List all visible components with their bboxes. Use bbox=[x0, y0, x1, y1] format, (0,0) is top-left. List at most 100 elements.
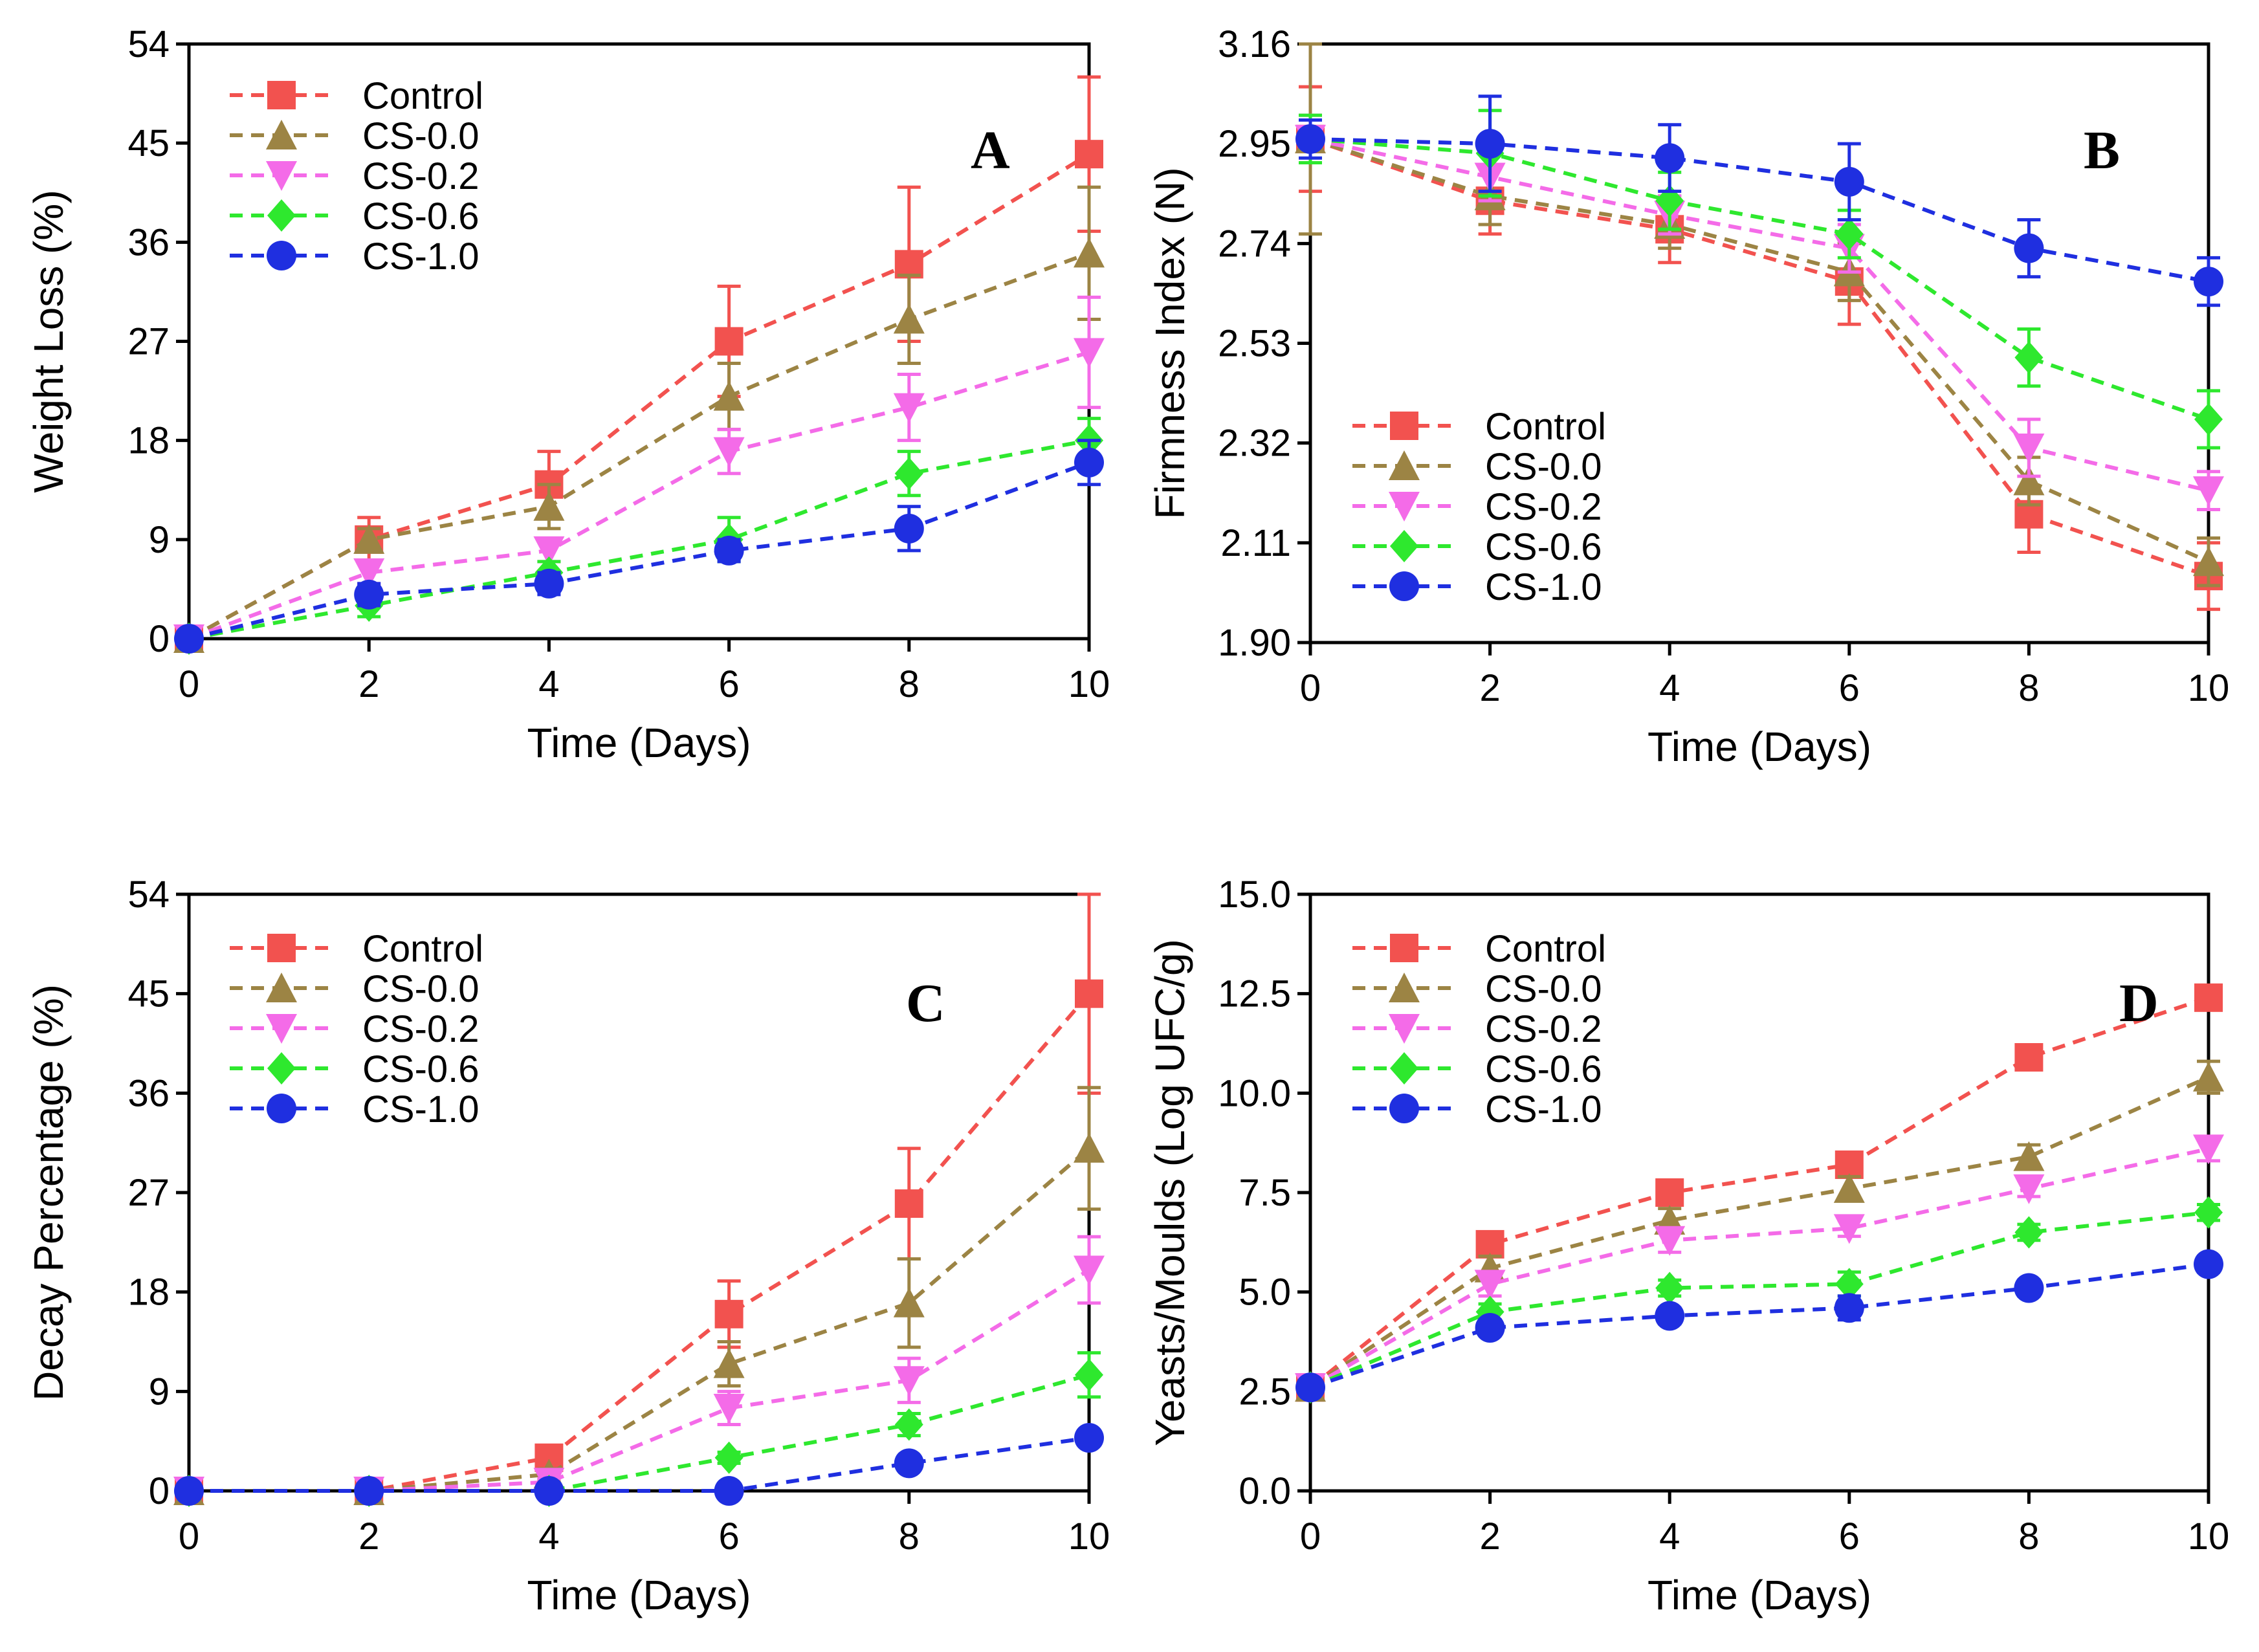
series-line-cs-1-0 bbox=[189, 1436, 1090, 1493]
legend-label: CS-0.2 bbox=[362, 155, 479, 197]
x-tick-label: 0 bbox=[1300, 1515, 1321, 1558]
legend-entry-cs-0-6: CS-0.6 bbox=[230, 195, 479, 237]
data-point-cs-0-0 bbox=[2013, 465, 2045, 496]
legend-label: CS-0.0 bbox=[362, 115, 479, 157]
data-point-control bbox=[1075, 979, 1103, 1008]
legend-marker bbox=[266, 973, 297, 1002]
x-tick-label: 0 bbox=[179, 1515, 199, 1558]
y-tick-label: 0 bbox=[149, 618, 170, 660]
data-point-cs-0-0 bbox=[1074, 237, 1105, 268]
legend-marker bbox=[1389, 1014, 1420, 1044]
legend-entry-control: Control bbox=[1352, 928, 1606, 970]
data-point-cs-1-0 bbox=[2194, 267, 2223, 297]
data-point-cs-1-0 bbox=[1834, 166, 1864, 197]
data-point-cs-1-0 bbox=[894, 1448, 924, 1479]
legend-label: CS-0.2 bbox=[362, 1008, 479, 1050]
legend-entry-control: Control bbox=[1352, 406, 1606, 448]
data-point-cs-0-6 bbox=[1075, 1358, 1103, 1391]
x-tick-label: 8 bbox=[2018, 1515, 2039, 1558]
legend-marker bbox=[266, 120, 297, 149]
panel-letter: A bbox=[971, 120, 1010, 181]
series-cs-0-2 bbox=[173, 1235, 1105, 1506]
data-point-cs-0-0 bbox=[533, 490, 565, 521]
data-point-cs-1-0 bbox=[1295, 1372, 1325, 1403]
x-tick-label: 6 bbox=[1839, 667, 1860, 709]
legend-entry-cs-1-0: CS-1.0 bbox=[230, 1088, 479, 1130]
data-point-cs-0-2 bbox=[2013, 1174, 2045, 1204]
data-point-cs-1-0 bbox=[1475, 129, 1505, 159]
y-tick-label: 1.90 bbox=[1218, 622, 1291, 664]
y-tick-label: 2.32 bbox=[1218, 423, 1291, 465]
x-tick-label: 6 bbox=[718, 1515, 739, 1558]
x-axis-title: Time (Days) bbox=[1647, 723, 1871, 770]
data-point-cs-0-6 bbox=[1835, 1268, 1864, 1301]
data-point-cs-0-0 bbox=[713, 380, 745, 411]
legend-label: CS-1.0 bbox=[1485, 566, 1602, 608]
series-line-control bbox=[1309, 995, 2209, 1389]
legend-marker bbox=[267, 1094, 296, 1123]
data-point-cs-1-0 bbox=[2014, 233, 2044, 263]
legend-marker bbox=[267, 241, 296, 270]
legend-entry-cs-0-2: CS-0.2 bbox=[1352, 1008, 1602, 1050]
legend-label: CS-1.0 bbox=[362, 236, 479, 278]
data-point-cs-0-2 bbox=[1474, 1270, 1506, 1300]
panel-letter: B bbox=[2084, 120, 2120, 181]
data-point-control bbox=[1075, 140, 1103, 169]
series-control bbox=[1296, 983, 2223, 1402]
y-tick-label: 9 bbox=[149, 1371, 170, 1413]
legend-label: CS-0.2 bbox=[1485, 486, 1602, 528]
data-point-cs-0-0 bbox=[1074, 1132, 1105, 1163]
y-tick-label: 36 bbox=[127, 1072, 170, 1114]
legend-marker bbox=[1389, 571, 1419, 601]
data-point-cs-0-6 bbox=[1655, 1272, 1684, 1305]
y-tick-label: 15.0 bbox=[1218, 874, 1291, 916]
data-point-cs-1-0 bbox=[714, 1476, 744, 1506]
x-tick-label: 0 bbox=[179, 663, 199, 705]
panel-a: 0 9 18 27 36 45 54 0 2 4 6 8 10 Time (Days) Weight Los… bbox=[25, 23, 1110, 766]
legend-marker bbox=[1390, 1052, 1418, 1085]
series-line-cs-0-2 bbox=[188, 350, 1090, 641]
data-point-cs-0-2 bbox=[713, 1393, 745, 1424]
data-point-cs-0-0 bbox=[2193, 1061, 2224, 1092]
data-point-cs-1-0 bbox=[354, 579, 384, 610]
data-point-cs-1-0 bbox=[1655, 143, 1685, 173]
y-axis-title: Weight Loss (%) bbox=[25, 190, 72, 492]
legend-marker bbox=[267, 199, 296, 232]
legend-entry-cs-0-2: CS-0.2 bbox=[230, 155, 479, 197]
legend-marker bbox=[1390, 412, 1418, 440]
data-point-cs-0-2 bbox=[1833, 1214, 1865, 1244]
x-tick-label: 2 bbox=[358, 663, 379, 705]
legend-marker bbox=[267, 81, 296, 109]
legend-label: CS-1.0 bbox=[362, 1088, 479, 1130]
data-point-cs-1-0 bbox=[1834, 1293, 1864, 1323]
x-tick-label: 2 bbox=[1479, 667, 1500, 709]
data-point-cs-0-6 bbox=[894, 1408, 923, 1441]
series-line-cs-0-2 bbox=[1309, 1147, 2209, 1389]
data-point-cs-0-2 bbox=[1074, 338, 1105, 368]
y-tick-label: 2.95 bbox=[1218, 123, 1291, 165]
x-axis-title: Time (Days) bbox=[527, 1572, 751, 1618]
data-point-cs-0-6 bbox=[894, 457, 923, 490]
legend-entry-cs-0-6: CS-0.6 bbox=[1352, 526, 1602, 568]
y-tick-label: 2.5 bbox=[1239, 1371, 1291, 1413]
series-line-cs-0-6 bbox=[1309, 1210, 2209, 1389]
y-tick-label: 45 bbox=[127, 973, 170, 1015]
data-point-cs-0-2 bbox=[893, 1366, 925, 1396]
data-point-cs-1-0 bbox=[1295, 124, 1325, 154]
data-point-cs-1-0 bbox=[174, 624, 204, 654]
x-tick-label: 10 bbox=[2188, 1515, 2230, 1558]
data-point-cs-0-2 bbox=[893, 393, 925, 423]
data-point-cs-0-0 bbox=[1833, 1173, 1865, 1203]
data-point-control bbox=[2014, 1043, 2044, 1072]
data-point-cs-0-2 bbox=[2193, 1134, 2224, 1165]
series-line-cs-0-2 bbox=[1310, 137, 2209, 492]
data-point-cs-1-0 bbox=[1074, 1423, 1104, 1453]
y-axis-title: Decay Percentage (%) bbox=[25, 984, 72, 1401]
x-tick-label: 4 bbox=[538, 663, 559, 705]
legend-label: CS-0.0 bbox=[362, 968, 479, 1010]
data-point-cs-1-0 bbox=[534, 568, 564, 599]
x-tick-label: 6 bbox=[718, 663, 739, 705]
x-tick-label: 8 bbox=[899, 1515, 920, 1558]
